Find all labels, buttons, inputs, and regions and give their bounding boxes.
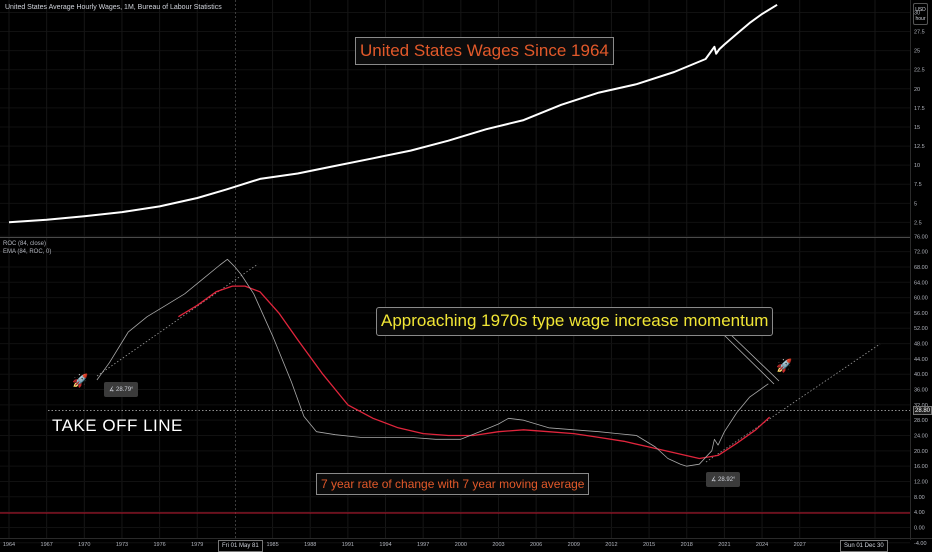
- trendline-right[interactable]: [705, 343, 881, 463]
- y-tick-label: 12.00: [914, 479, 928, 485]
- y-tick-label: 28.00: [914, 418, 928, 424]
- y-tick-label: 60.00: [914, 296, 928, 302]
- symbol-title: United States Average Hourly Wages, 1M, …: [5, 4, 222, 11]
- crosshair-date-right: Sun 01 Dec 30: [840, 540, 888, 552]
- angle-value-right: 28.92°: [718, 477, 736, 483]
- y-tick-label: 25: [914, 49, 920, 55]
- x-tick-label: 2018: [681, 542, 693, 548]
- x-tick-label: 1973: [116, 542, 128, 548]
- trendline-left[interactable]: [96, 263, 259, 377]
- crosshair-date-left: Fri 01 May 81: [218, 540, 263, 552]
- y-tick-label: 27.5: [914, 30, 925, 36]
- crosshair-price: 28.80: [913, 406, 932, 415]
- y-tick-label: 56.00: [914, 311, 928, 317]
- y-tick-label: -4.00: [914, 541, 927, 547]
- y-tick-label: 44.00: [914, 357, 928, 363]
- y-tick-label: 2.5: [914, 220, 922, 226]
- y-tick-label: 36.00: [914, 388, 928, 394]
- y-tick-label: 32.00: [914, 403, 928, 409]
- x-tick-label: 1970: [78, 542, 90, 548]
- x-tick-label: 1976: [153, 542, 165, 548]
- y-tick-label: 17.5: [914, 106, 925, 112]
- x-tick-label: 1985: [266, 542, 278, 548]
- y-tick-label: 8.00: [914, 495, 925, 501]
- unit-selector[interactable]: USD hour: [913, 3, 928, 25]
- angle-label-left[interactable]: ∡ 28.79°: [104, 382, 139, 397]
- x-tick-label: 1988: [304, 542, 316, 548]
- x-tick-label: 2003: [492, 542, 504, 548]
- x-tick-label: 2027: [794, 542, 806, 548]
- y-tick-label: 7.5: [914, 182, 922, 188]
- x-axis: 1964 1967 1970 1973 1976 1979 1985 1988 1991 1994…: [0, 538, 932, 548]
- y-tick-label: 0.00: [914, 525, 925, 531]
- roc-indicator-label[interactable]: ROC (84, close): [3, 241, 47, 247]
- x-tick-label: 2000: [455, 542, 467, 548]
- x-tick-label: 1994: [379, 542, 391, 548]
- x-tick-label: 2024: [756, 542, 768, 548]
- series-layer: [8, 3, 778, 467]
- x-tick-label: 2006: [530, 542, 542, 548]
- rocket-icon[interactable]: 🚀: [72, 373, 89, 388]
- ema-indicator-label[interactable]: EMA (84, ROC, 0): [3, 249, 52, 255]
- y-tick-label: 64.00: [914, 280, 928, 286]
- x-tick-label: 1997: [417, 542, 429, 548]
- y-tick-label: 20.00: [914, 449, 928, 455]
- x-tick-label: 1967: [41, 542, 53, 548]
- y-tick-label: 10: [914, 163, 920, 169]
- ema-series-line[interactable]: [178, 285, 771, 460]
- y-tick-label: 68.00: [914, 265, 928, 271]
- x-tick-label: 1964: [3, 542, 15, 548]
- lower-grid: [0, 0, 910, 544]
- y-tick-label: 20: [914, 87, 920, 93]
- unit-label: hour: [915, 16, 926, 22]
- y-tick-label: 22.5: [914, 68, 925, 74]
- y-tick-label: 24.00: [914, 434, 928, 440]
- y-tick-label: 4.00: [914, 510, 925, 516]
- x-tick-label: 2015: [643, 542, 655, 548]
- angle-icon: ∡: [109, 387, 117, 393]
- currency-label: USD: [915, 7, 926, 13]
- x-tick-label: 1991: [342, 542, 354, 548]
- angle-label-right[interactable]: ∡ 28.92°: [706, 472, 741, 487]
- y-tick-label: 76.00: [914, 234, 928, 240]
- note-pointer: [728, 332, 780, 382]
- y-tick-label: 40.00: [914, 372, 928, 378]
- x-tick-label: 2012: [605, 542, 617, 548]
- y-tick-label: 72.00: [914, 250, 928, 256]
- roc-series-line[interactable]: [96, 258, 769, 467]
- y-tick-label: 15: [914, 125, 920, 131]
- y-tick-label: 52.00: [914, 326, 928, 332]
- upper-grid: [0, 11, 910, 223]
- y-axis: 2.5 5 7.5 10 12.5 15 17.5 20 22.5 25 27.5 30 -4.00 0.…: [910, 0, 928, 547]
- y-tick-label: 5: [914, 201, 917, 207]
- wage-series-line[interactable]: [8, 3, 778, 224]
- x-tick-label: 1979: [191, 542, 203, 548]
- note-pointer: [723, 334, 775, 385]
- y-tick-label: 16.00: [914, 464, 928, 470]
- y-tick-label: 12.5: [914, 144, 925, 150]
- angle-value-left: 28.79°: [116, 387, 134, 393]
- rocket-icon[interactable]: 🚀: [776, 358, 793, 373]
- chart-title[interactable]: United States Wages Since 1964: [355, 37, 614, 65]
- x-tick-label: 2009: [568, 542, 580, 548]
- y-tick-label: 48.00: [914, 342, 928, 348]
- takeoff-label[interactable]: TAKE OFF LINE: [52, 416, 183, 435]
- momentum-note[interactable]: Approaching 1970s type wage increase mom…: [376, 307, 774, 336]
- roc-subtitle[interactable]: 7 year rate of change with 7 year moving…: [316, 473, 590, 495]
- x-tick-label: 2021: [718, 542, 730, 548]
- y-tick-label: 30: [914, 10, 920, 16]
- angle-icon: ∡: [711, 477, 719, 483]
